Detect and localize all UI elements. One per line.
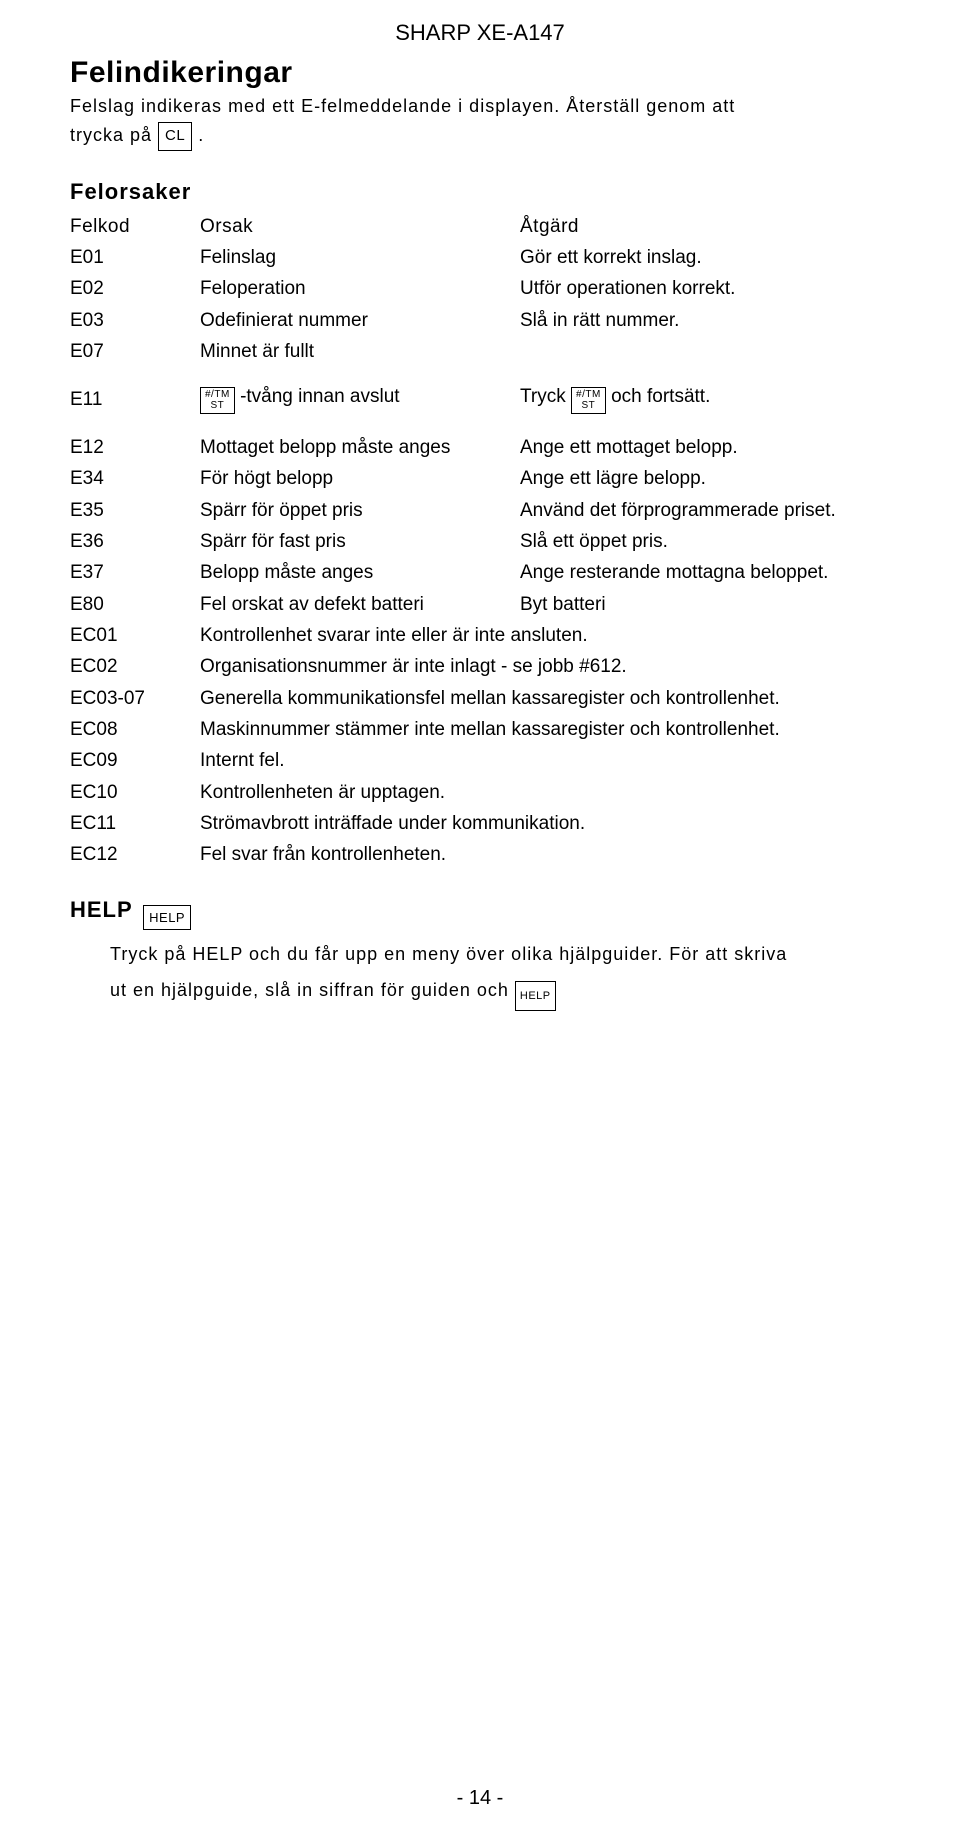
cell-code: EC08	[70, 714, 200, 745]
cell-code: E01	[70, 242, 200, 273]
cell-desc: Maskinnummer stämmer inte mellan kassare…	[200, 714, 890, 745]
help-line1: Tryck på HELP och du får upp en meny öve…	[110, 944, 787, 964]
cell-code: EC12	[70, 839, 200, 870]
cell-cause: Odefinierat nummer	[200, 305, 520, 336]
error-table: Felkod Orsak Åtgärd E01 Felinslag Gör et…	[70, 211, 890, 368]
cell-desc: Internt fel.	[200, 745, 890, 776]
cell-code: E36	[70, 526, 200, 557]
cell-cause: För högt belopp	[200, 463, 520, 494]
cell-action: Ange ett lägre belopp.	[520, 463, 890, 494]
cell-action: Slå ett öppet pris.	[520, 526, 890, 557]
cell-action: Byt batteri	[520, 589, 890, 620]
cell-cause: Felinslag	[200, 242, 520, 273]
key-line2: ST	[211, 400, 225, 411]
cell-cause: Minnet är fullt	[200, 336, 520, 367]
cell-desc: Organisationsnummer är inte inlagt - se …	[200, 651, 890, 682]
cell-code: E12	[70, 432, 200, 463]
cell-code: E34	[70, 463, 200, 494]
cell-action: Ange ett mottaget belopp.	[520, 432, 890, 463]
cell-code: E35	[70, 495, 200, 526]
page: SHARP XE-A147 Felindikeringar Felslag in…	[0, 0, 960, 1840]
cell-desc: Generella kommunikationsfel mellan kassa…	[200, 683, 890, 714]
cell-action: Ange resterande mottagna beloppet.	[520, 557, 890, 588]
col-atgard: Åtgärd	[520, 211, 890, 242]
cell-cause: Fel orskat av defekt batteri	[200, 589, 520, 620]
page-title: Felindikeringar	[70, 56, 890, 90]
col-felkod: Felkod	[70, 211, 200, 242]
col-orsak: Orsak	[200, 211, 520, 242]
help-label: HELP	[70, 897, 133, 922]
cell-code: E02	[70, 273, 200, 304]
cell-cause: Mottaget belopp måste anges	[200, 432, 520, 463]
cell-action	[520, 336, 890, 367]
intro-line2b: .	[198, 125, 204, 145]
cell-cause: Feloperation	[200, 273, 520, 304]
cell-code: EC10	[70, 777, 200, 808]
cell-code: E07	[70, 336, 200, 367]
cell-action: Slå in rätt nummer.	[520, 305, 890, 336]
key-line2: ST	[582, 400, 596, 411]
cell-action: Använd det förprogrammerade priset.	[520, 495, 890, 526]
section-title: Felorsaker	[70, 179, 890, 205]
cell-code: E80	[70, 589, 200, 620]
cell-desc: Fel svar från kontrollenheten.	[200, 839, 890, 870]
help-line2a: ut en hjälpguide, slå in siffran för gui…	[110, 980, 515, 1000]
cell-cause: Spärr för fast pris	[200, 526, 520, 557]
cell-code: E37	[70, 557, 200, 588]
cell-cause: Belopp måste anges	[200, 557, 520, 588]
cell-code: EC03-07	[70, 683, 200, 714]
tm-st-key: #/TM ST	[571, 387, 606, 414]
cell-code: EC11	[70, 808, 200, 839]
e11-mid: -tvång innan avslut	[240, 386, 400, 407]
help-body: Tryck på HELP och du får upp en meny öve…	[110, 936, 890, 1011]
cell-action: Tryck #/TM ST och fortsätt.	[520, 386, 890, 415]
cell-code: E03	[70, 305, 200, 336]
cell-code: EC09	[70, 745, 200, 776]
key-line1: #/TM	[576, 389, 601, 400]
cell-desc: Kontrollenheten är upptagen.	[200, 777, 890, 808]
cell-action: Gör ett korrekt inslag.	[520, 242, 890, 273]
help-section: HELP HELP Tryck på HELP och du får upp e…	[70, 897, 890, 1011]
help-key: HELP	[515, 981, 556, 1011]
cell-desc: Kontrollenhet svarar inte eller är inte …	[200, 620, 890, 651]
key-line1: #/TM	[205, 389, 230, 400]
model-header: SHARP XE-A147	[70, 20, 890, 46]
page-number: - 14 -	[0, 1787, 960, 1810]
cell-action: Utför operationen korrekt.	[520, 273, 890, 304]
e11-right-post: och fortsätt.	[611, 386, 710, 407]
cl-key: CL	[158, 122, 192, 151]
cell-code: E11	[70, 389, 200, 411]
cell-desc: Strömavbrott inträffade under kommunikat…	[200, 808, 890, 839]
cell-code: EC02	[70, 651, 200, 682]
e11-right-pre: Tryck	[520, 386, 571, 407]
intro-line2a: trycka på	[70, 125, 158, 145]
error-table-b: E12 Mottaget belopp måste anges Ange ett…	[70, 432, 890, 620]
cell-code: EC01	[70, 620, 200, 651]
e11-row: E11 #/TM ST -tvång innan avslut Tryck #/…	[70, 386, 890, 415]
intro-text: Felslag indikeras med ett E-felmeddeland…	[70, 92, 890, 151]
help-key: HELP	[143, 905, 191, 930]
intro-line1: Felslag indikeras med ett E-felmeddeland…	[70, 96, 735, 116]
cell-cause: Spärr för öppet pris	[200, 495, 520, 526]
cell-cause: #/TM ST -tvång innan avslut	[200, 386, 520, 415]
tm-st-key: #/TM ST	[200, 387, 235, 414]
error-table-wide: EC01 Kontrollenhet svarar inte eller är …	[70, 620, 890, 871]
